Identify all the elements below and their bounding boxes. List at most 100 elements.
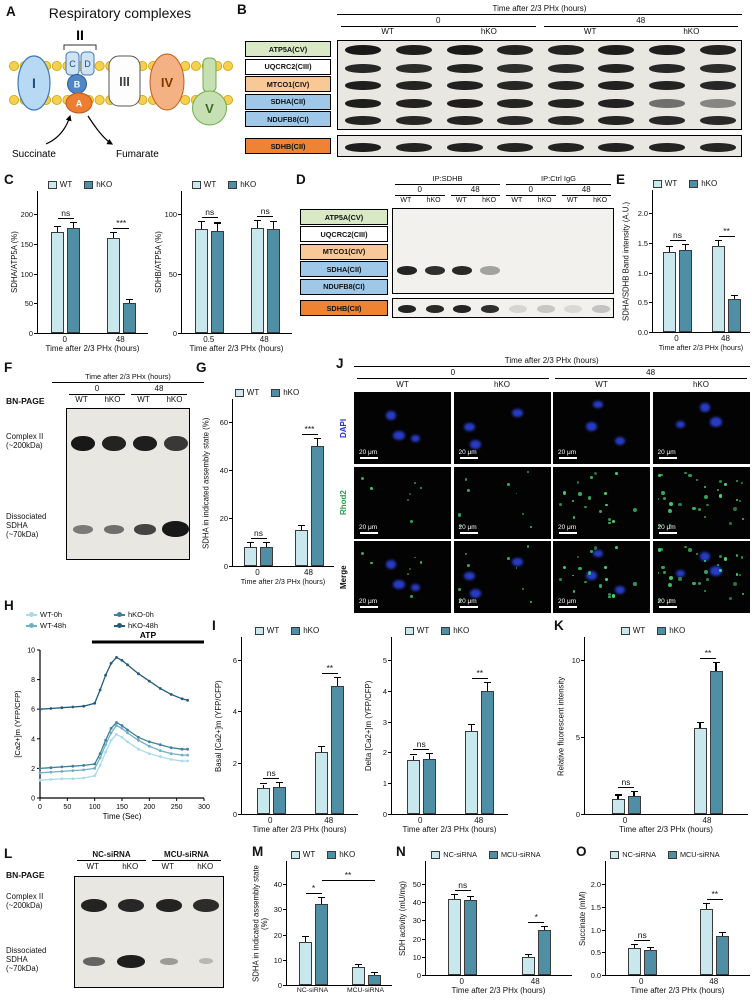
- blot-band: [155, 898, 182, 912]
- scale-bar-label: 20 μm: [558, 598, 577, 605]
- plot-area: ns **: [584, 637, 748, 815]
- chart-body: SDHA/ATP5A (%) 0 50 100 150 200 ns *** 0 48 Time a…: [10, 191, 150, 354]
- legend-label: MCU-siRNA: [500, 850, 541, 859]
- band-label-line: SDHA: [6, 955, 28, 964]
- legend-label: WT: [416, 626, 430, 635]
- dapi-nucleus: [615, 437, 626, 446]
- legend-swatch: [234, 388, 244, 397]
- bar: [315, 904, 328, 985]
- legend-label: hKO-0h: [128, 610, 154, 619]
- error-bar: [262, 784, 264, 789]
- rhod2-signal: [578, 492, 582, 496]
- bar: [195, 229, 209, 333]
- plot-column: * ** NC-siRNA MCU-siRNA: [286, 861, 392, 996]
- svg-text:0: 0: [38, 804, 42, 811]
- svg-text:100: 100: [89, 804, 101, 811]
- plot-column: ns ** 0 48 Time after 2/3 PHx (hours): [391, 637, 508, 835]
- rhod2-signal: [723, 482, 728, 487]
- bar: [712, 245, 725, 332]
- rhod2-signal: [719, 554, 723, 558]
- significance-line: [321, 672, 338, 674]
- y-tick-mark: [388, 721, 391, 723]
- band-label-line: (~70kDa): [6, 964, 39, 973]
- error-bar-cap: [334, 676, 342, 678]
- chart-legend: WT hKO: [198, 386, 336, 399]
- x-ticks: 0 48: [391, 815, 508, 825]
- y-tick-mark: [649, 332, 652, 333]
- significance-line: [113, 227, 130, 230]
- bar: [256, 788, 270, 814]
- legend-label: WT: [632, 626, 646, 635]
- error-bar: [249, 543, 252, 547]
- panel-label-c: C: [4, 172, 14, 187]
- y-tick-mark: [229, 422, 232, 423]
- bar: [448, 898, 462, 975]
- rhod2-signal: [526, 470, 530, 474]
- error-bar: [543, 926, 545, 930]
- panel-f: F BN-PAGE Time after 2/3 PHx (hours) 0 48 WT…: [4, 360, 204, 600]
- y-axis-label: SDHA in indicated assembly state (%): [201, 417, 211, 549]
- y-tick-label: 50: [412, 880, 421, 889]
- micrograph: 20 μm: [354, 392, 451, 464]
- scale-bar-label: 20 μm: [359, 449, 378, 456]
- chart-legend: WT hKO: [252, 848, 394, 861]
- rhod2-signal: [360, 477, 364, 481]
- rhod2-signal: [587, 570, 592, 575]
- panel-o: O NC-siRNA MCU-siRNA Succinate (mM) 0.0 0.5 1…: [576, 844, 752, 1002]
- blot-band: [497, 45, 534, 55]
- y-tick-label: 20: [273, 930, 282, 940]
- svg-text:Succinate: Succinate: [12, 149, 56, 160]
- error-bar-cap: [468, 723, 476, 725]
- rhod2-signal: [407, 498, 409, 501]
- error-bar-cap: [70, 221, 78, 223]
- bar: [611, 798, 625, 814]
- rhod2-signal: [599, 584, 603, 588]
- plot-area: ns **: [652, 190, 750, 333]
- legend-marker: [26, 612, 37, 617]
- bar: [368, 974, 381, 985]
- chart-body: SDHA in indicated assembly state (%) 0 10 2…: [251, 861, 394, 996]
- dapi-nucleus: [410, 583, 420, 591]
- rhod2-signal: [692, 581, 696, 585]
- legend-swatch: [47, 180, 57, 189]
- error-bar: [112, 233, 114, 238]
- y-tick-mark: [422, 902, 425, 904]
- rhod2-signal: [608, 592, 612, 596]
- chart-legend: WT hKO: [154, 178, 294, 191]
- lane-header: hKO: [593, 197, 608, 204]
- significance-line: [201, 217, 218, 219]
- rhod2-signal: [608, 521, 611, 524]
- chart-sdh-activity: NC-siRNA MCU-siRNA SDH activity (mU/mg) 0 10…: [398, 848, 574, 1000]
- rhod2-signal: [458, 599, 462, 602]
- svg-text:III: III: [119, 74, 130, 89]
- calcium-trace-panel: WT-0h hKO-0h WT-48h hKO-48h 0 2 4 6 8 10 0 50 100 150…: [10, 610, 210, 835]
- blot-band: [547, 142, 584, 152]
- blot-band: [453, 305, 472, 313]
- error-bar-cap: [318, 896, 325, 898]
- rhod2-signal: [611, 594, 616, 598]
- bar: [481, 690, 495, 814]
- legend-item: hKO: [657, 626, 685, 635]
- plot-area: ns ***: [37, 191, 148, 334]
- dapi-nucleus: [675, 569, 686, 578]
- lane-header: Time after 2/3 PHx (hours): [52, 372, 204, 383]
- x-tick-label: 0: [268, 816, 273, 825]
- chart-fluorescent-intensity: WT hKO Relative fluorescent intensity 0 5 10 n…: [556, 624, 750, 839]
- error-bar: [470, 896, 472, 901]
- error-bar-cap: [425, 752, 433, 754]
- antibody-label: SDHB(CII): [300, 300, 388, 316]
- y-tick-label: 0.5: [637, 298, 648, 308]
- x-tick-label: NC-siRNA: [296, 987, 329, 994]
- significance-line: [305, 892, 322, 894]
- lane-header: hKO: [482, 197, 497, 204]
- rhod2-signal: [684, 471, 687, 474]
- lane-header: 48: [554, 368, 747, 379]
- lane-header: 48: [131, 384, 187, 395]
- y-tick-mark: [422, 956, 425, 958]
- y-tick-mark: [34, 214, 37, 215]
- blot-band: [598, 142, 635, 152]
- micrograph: 20 μm: [354, 466, 451, 539]
- legend-label: hKO: [339, 850, 356, 859]
- panel-label-b: B: [237, 2, 247, 17]
- rhod2-signal: [732, 581, 737, 586]
